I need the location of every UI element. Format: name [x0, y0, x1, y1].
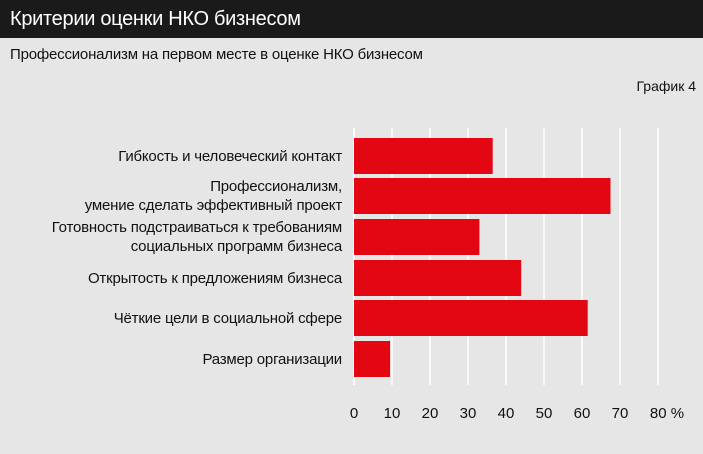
category-label: Гибкость и человеческий контакт: [118, 147, 342, 165]
category-label: Готовность подстраиваться к требованиям с…: [51, 219, 342, 255]
x-tick-label: 80 %: [650, 405, 684, 422]
bar: [354, 260, 522, 296]
chart-header: Критерии оценки НКО бизнесом: [0, 0, 703, 38]
graph-number-label: График 4: [636, 78, 696, 94]
x-tick-label: 10: [384, 405, 401, 422]
category-label: Открытость к предложениям бизнеса: [87, 269, 342, 287]
x-tick-label: 20: [422, 405, 439, 422]
x-tick-label: 40: [498, 405, 515, 422]
x-tick-label: 70: [612, 405, 629, 422]
x-tick-label: 0: [350, 405, 358, 422]
bar: [354, 300, 588, 336]
category-label: Профессионализм, умение сделать эффективн…: [84, 178, 342, 214]
x-tick-label: 50: [536, 405, 553, 422]
chart-title: Критерии оценки НКО бизнесом: [10, 8, 301, 30]
category-label: Чёткие цели в социальной сфере: [113, 309, 342, 327]
bar: [354, 341, 391, 377]
bar: [354, 219, 480, 255]
chart-subtitle: Профессионализм на первом месте в оценке…: [10, 46, 423, 63]
bar: [354, 138, 493, 174]
bar: [354, 178, 611, 214]
category-label: Размер организации: [202, 350, 342, 368]
x-tick-label: 60: [574, 405, 591, 422]
x-tick-label: 30: [460, 405, 477, 422]
